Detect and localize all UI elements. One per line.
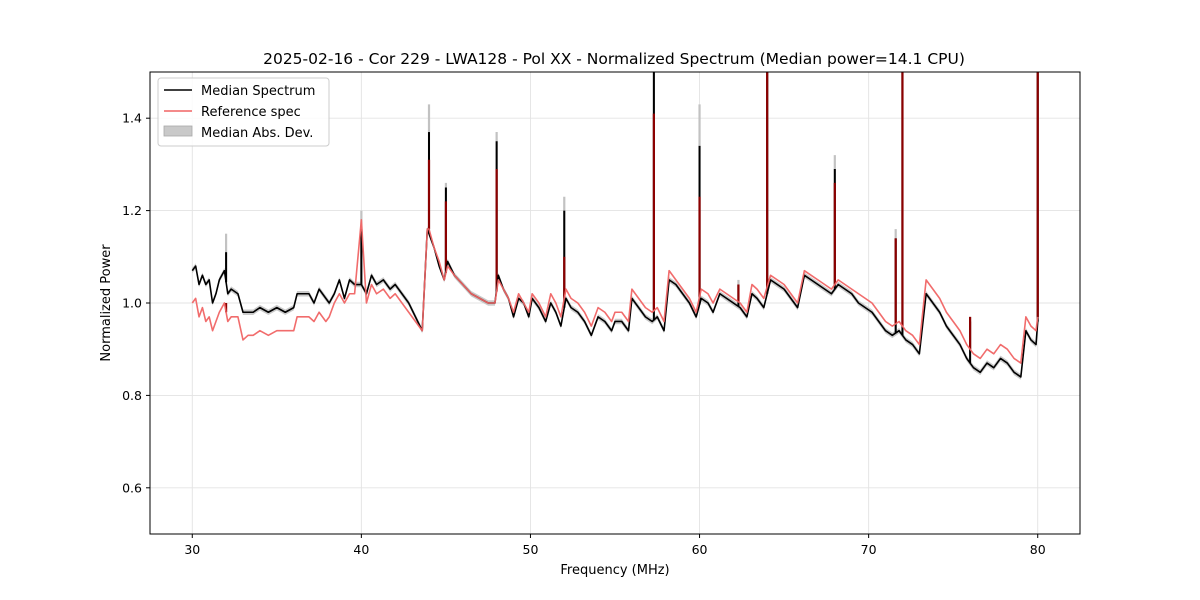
x-axis-label: Frequency (MHz) xyxy=(560,563,669,578)
y-axis-ticks: 0.6 0.8 1.0 1.2 1.4 xyxy=(122,111,150,495)
x-tick-label-2: 50 xyxy=(523,542,539,557)
y-tick-label-1: 0.8 xyxy=(122,388,142,403)
y-tick-label-3: 1.2 xyxy=(122,203,142,218)
x-axis-ticks: 30 40 50 60 70 80 xyxy=(184,534,1046,557)
series-line-median-spectrum xyxy=(191,228,1039,378)
x-tick-label-5: 80 xyxy=(1030,542,1046,557)
y-tick-label-2: 1.0 xyxy=(122,296,142,311)
legend-swatch-mad xyxy=(163,125,193,137)
x-tick-label-0: 30 xyxy=(184,542,200,557)
chart-title: 2025-02-16 - Cor 229 - LWA128 - Pol XX -… xyxy=(263,50,965,68)
legend-label-median: Median Spectrum xyxy=(201,84,315,99)
legend-label-mad: Median Abs. Dev. xyxy=(201,126,313,141)
legend: Median Spectrum Reference spec Median Ab… xyxy=(157,77,330,147)
y-tick-label-4: 1.4 xyxy=(122,111,142,126)
y-tick-label-0: 0.6 xyxy=(122,480,142,495)
x-tick-label-3: 60 xyxy=(692,542,708,557)
series-line-reference-spec xyxy=(191,219,1039,364)
x-tick-label-1: 40 xyxy=(353,542,369,557)
legend-label-reference: Reference spec xyxy=(201,105,301,120)
spike-lines xyxy=(224,72,1039,364)
series-lines xyxy=(191,219,1039,378)
y-axis-label: Normalized Power xyxy=(99,244,114,362)
legend-frame xyxy=(157,77,330,147)
x-tick-label-4: 70 xyxy=(861,542,877,557)
